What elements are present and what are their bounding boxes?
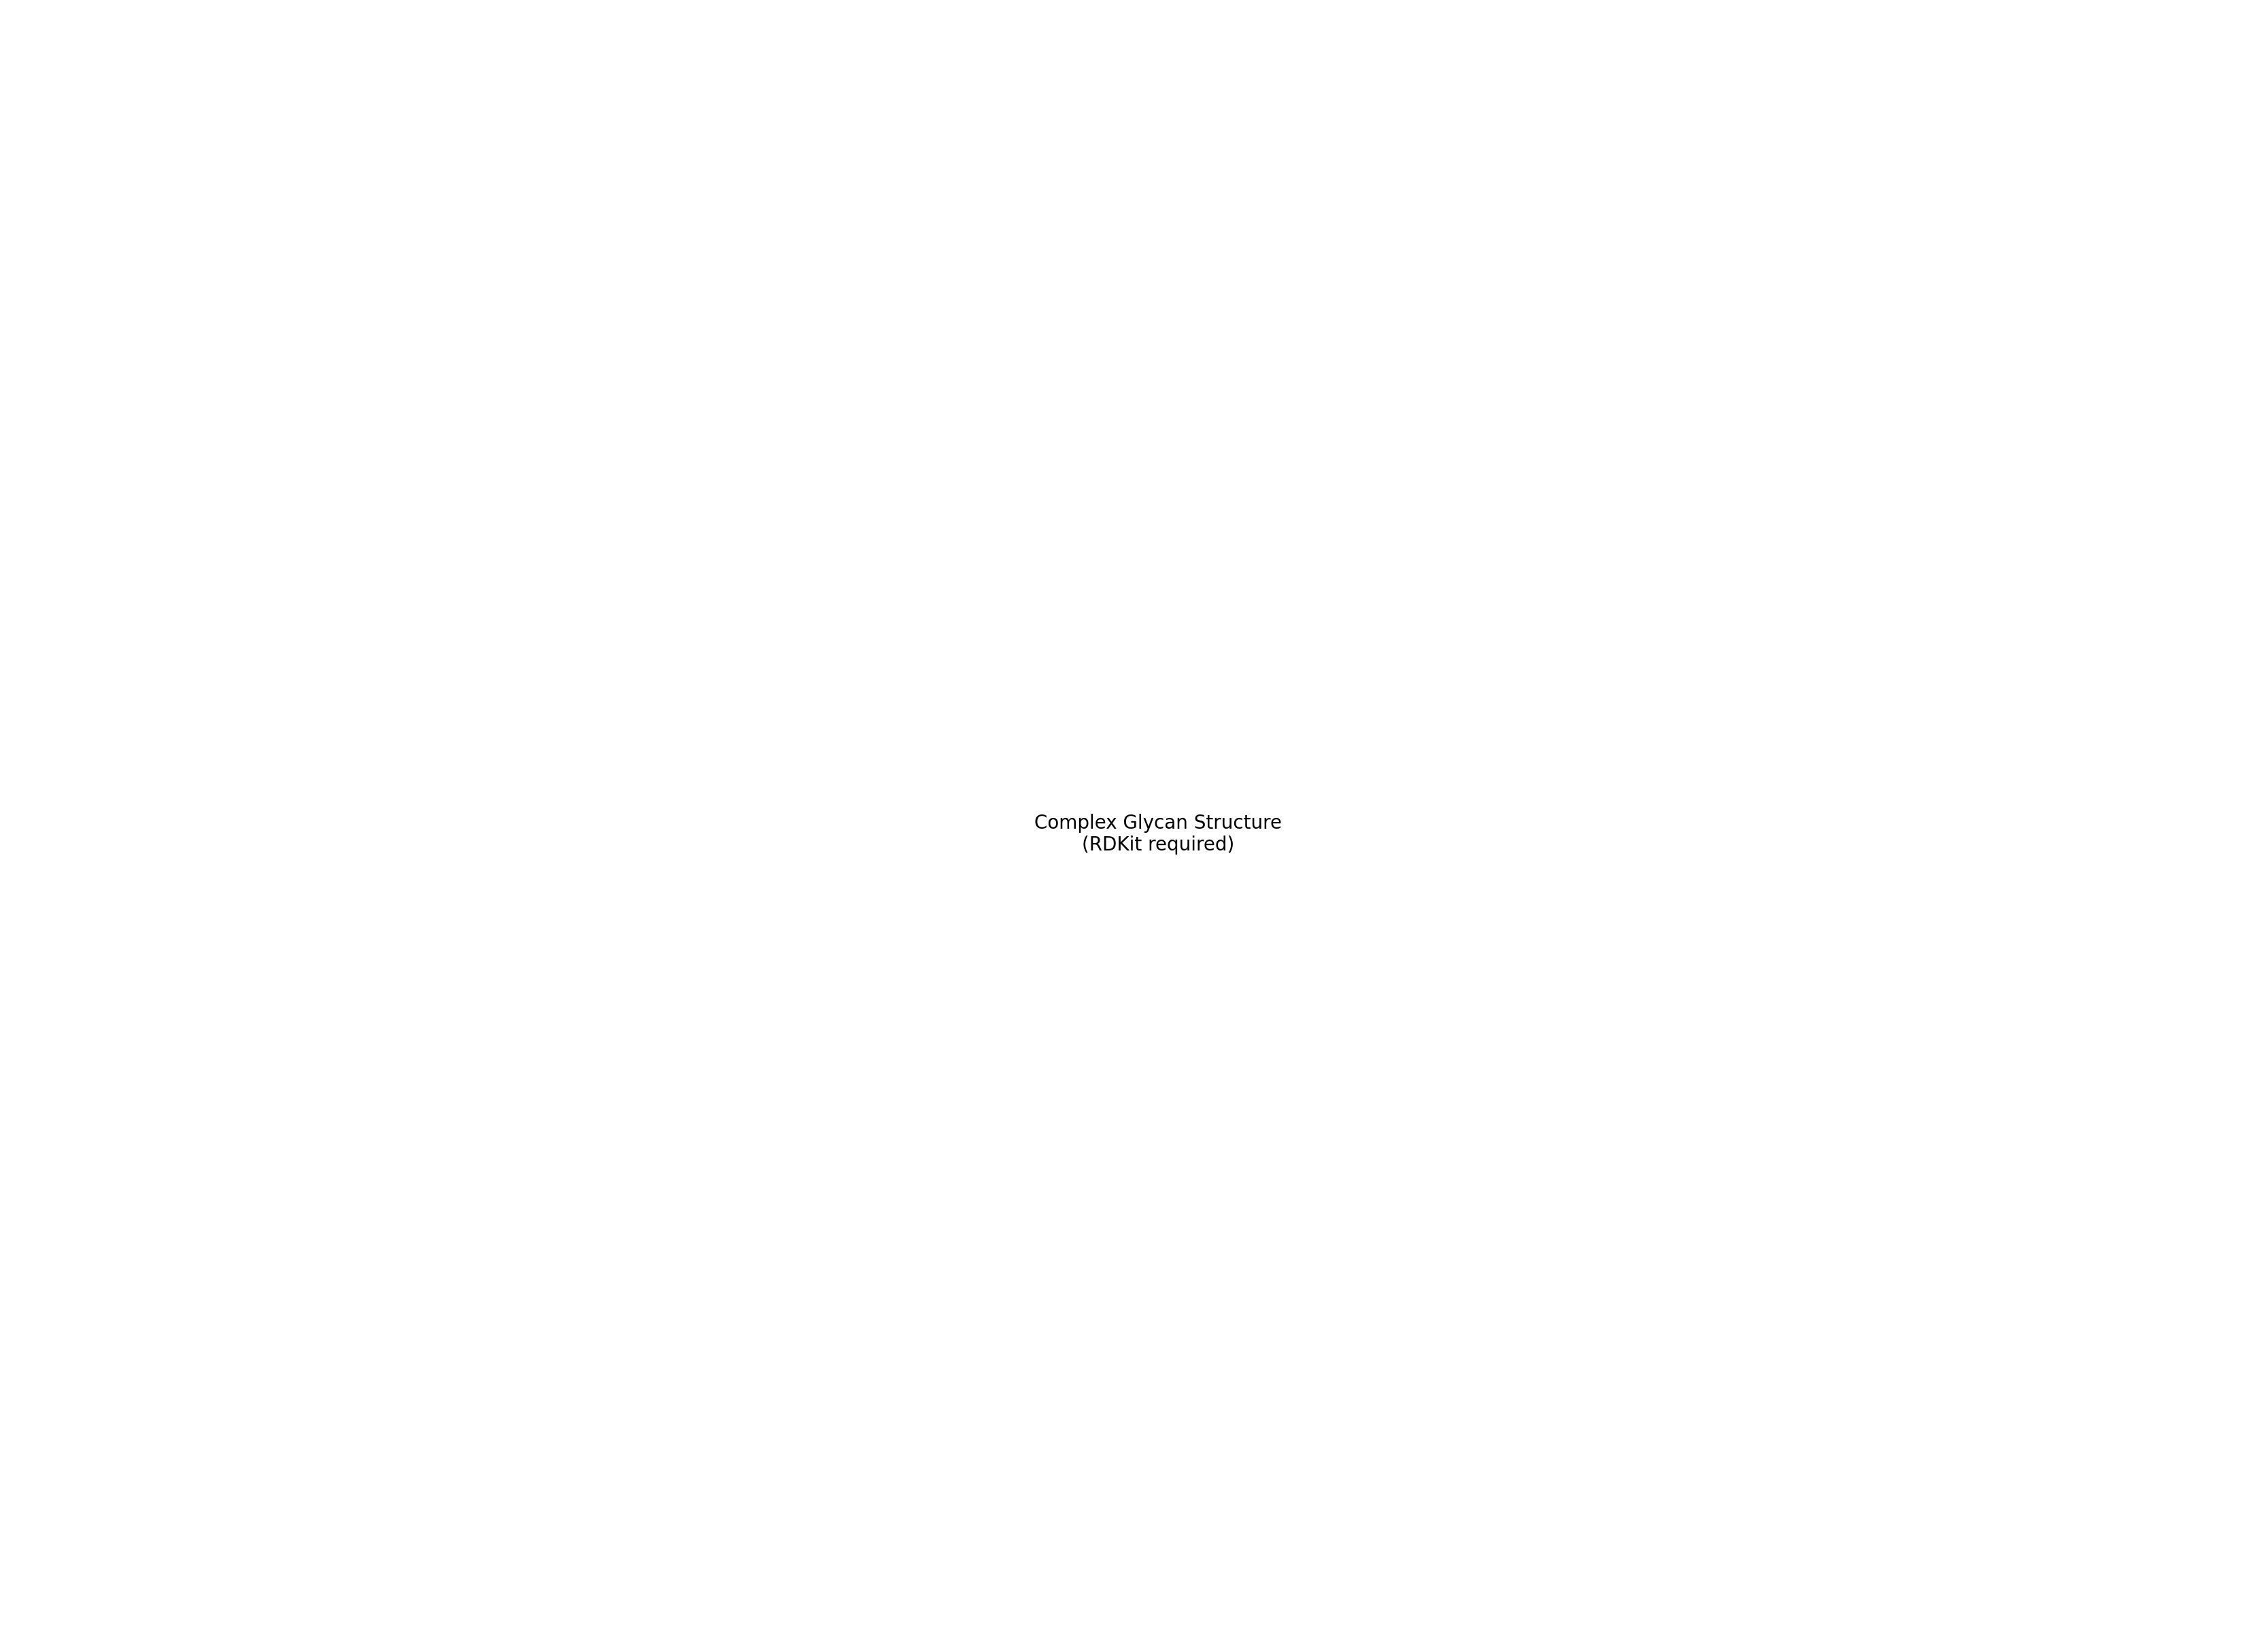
Text: Complex Glycan Structure
(RDKit required): Complex Glycan Structure (RDKit required…	[1035, 814, 1281, 854]
